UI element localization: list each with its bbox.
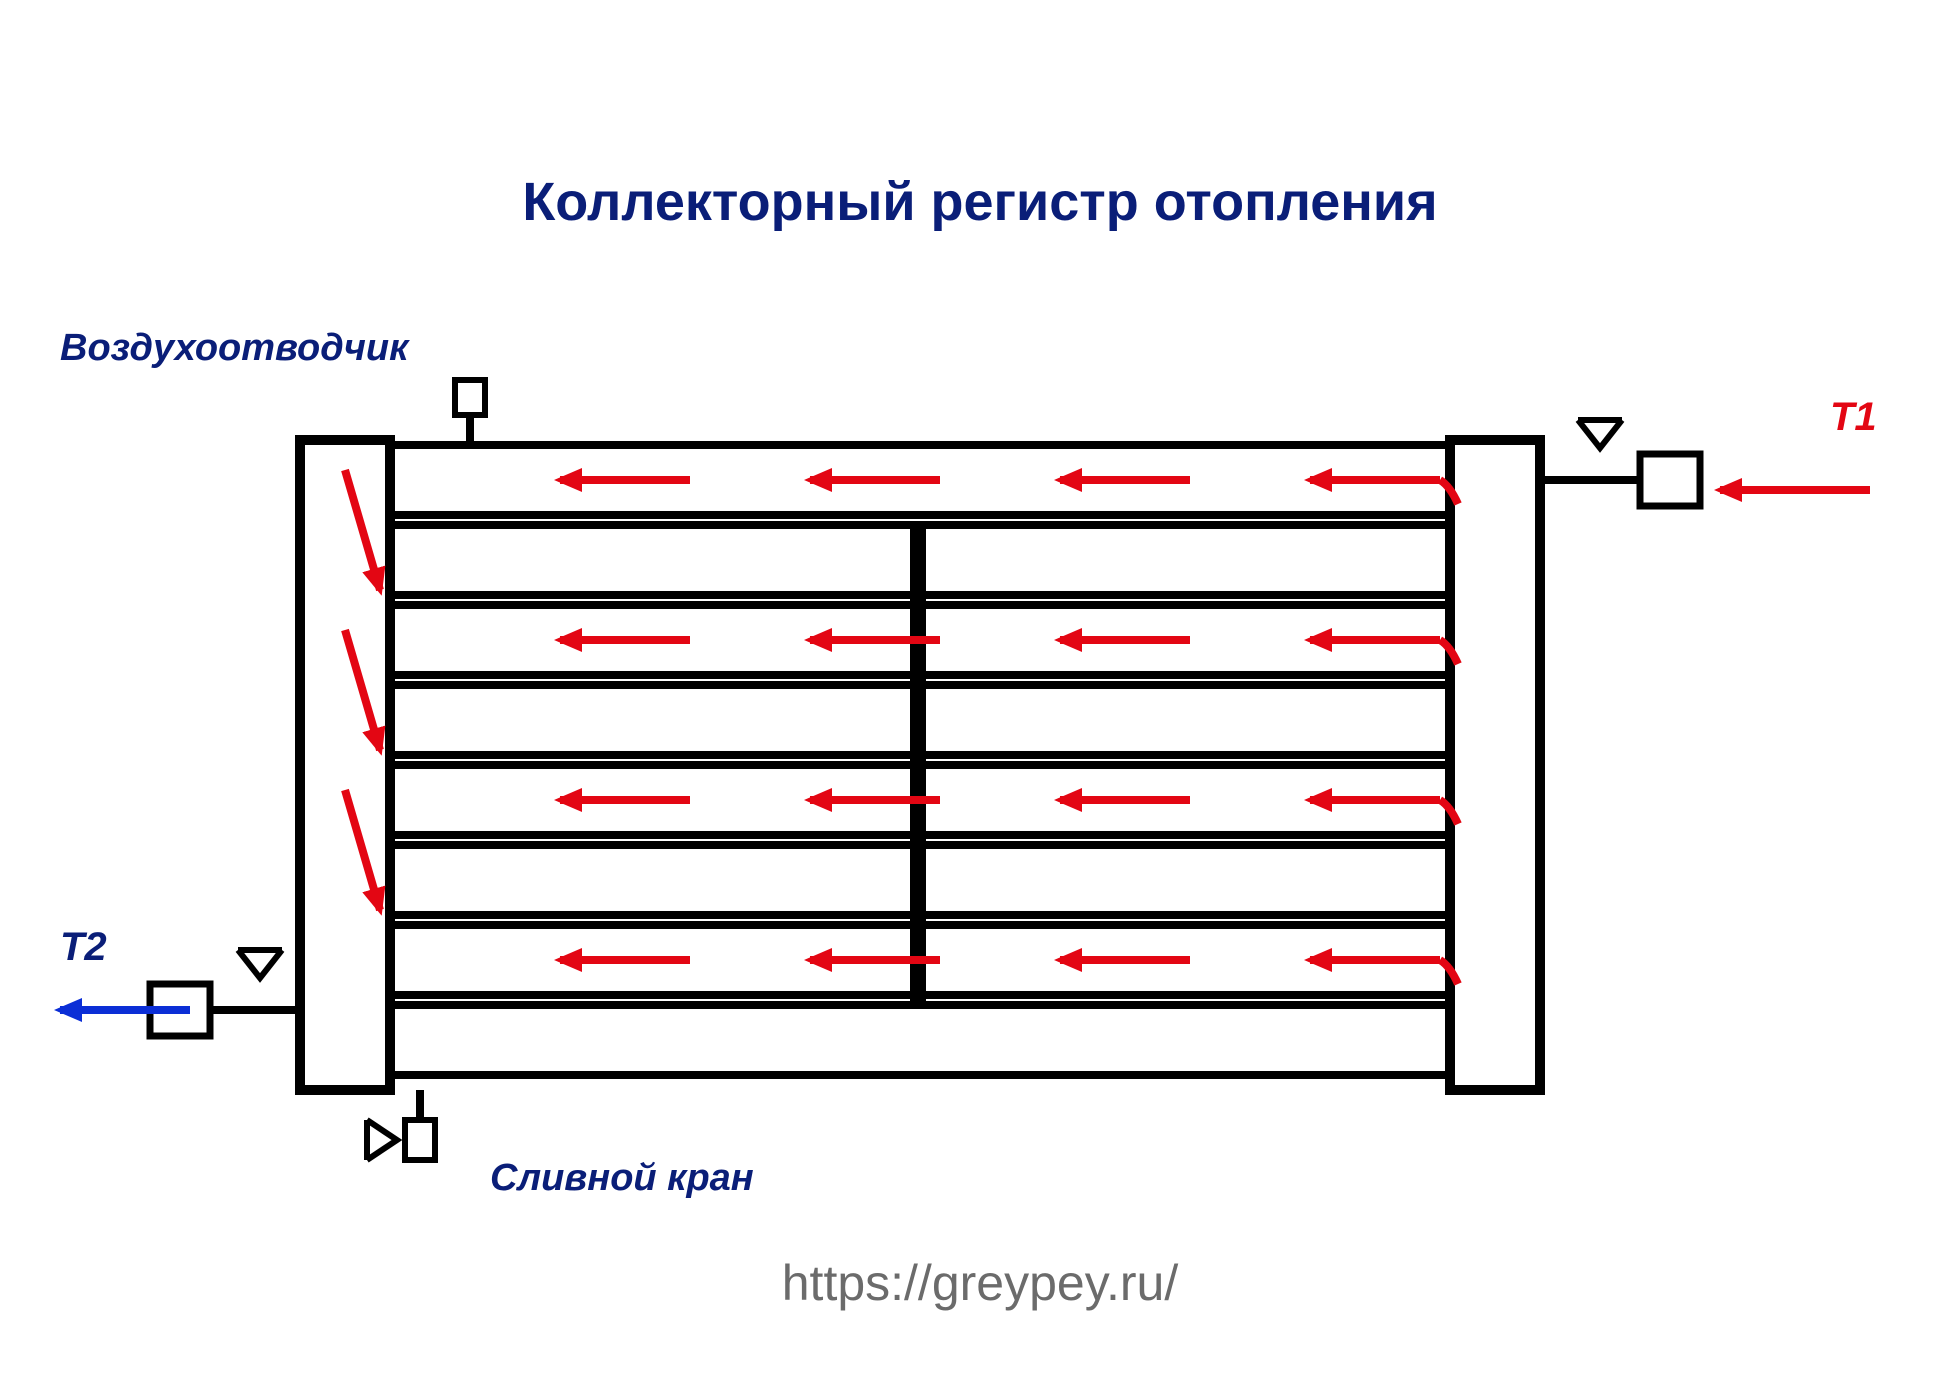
t2-label: T2 bbox=[60, 925, 107, 969]
watermark-text: https://greypey.ru/ bbox=[782, 1255, 1179, 1311]
drain-valve-icon bbox=[367, 1120, 397, 1160]
left-header bbox=[300, 440, 390, 1090]
air-vent-cap bbox=[455, 380, 485, 415]
t2-valve-icon bbox=[238, 950, 282, 978]
air-vent-label: Воздухоотводчик bbox=[60, 327, 410, 369]
tube-row-7 bbox=[390, 1005, 1450, 1075]
drain-cap bbox=[405, 1120, 435, 1160]
t1-valve-icon bbox=[1578, 420, 1622, 448]
drain-label: Сливной кран bbox=[490, 1157, 754, 1199]
t1-connector bbox=[1640, 454, 1700, 506]
diagram-svg: Коллекторный регистр отопления Воздухоотв… bbox=[0, 0, 1953, 1381]
t1-label: T1 bbox=[1830, 395, 1877, 439]
diagram-title: Коллекторный регистр отопления bbox=[522, 172, 1437, 232]
right-header bbox=[1450, 440, 1540, 1090]
diagram-canvas: Коллекторный регистр отопления Воздухоотв… bbox=[0, 0, 1953, 1381]
